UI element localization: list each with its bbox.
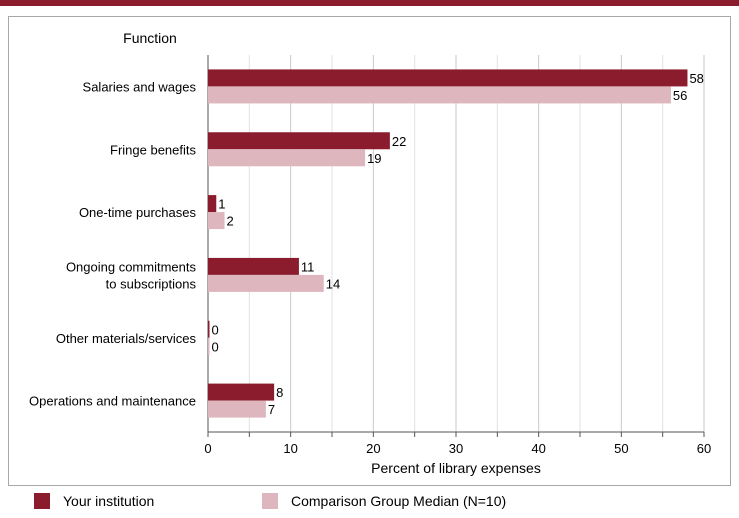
category-label: Salaries and wages — [83, 79, 197, 94]
data-label: 7 — [268, 402, 275, 417]
data-label: 0 — [212, 339, 219, 354]
data-label: 14 — [326, 276, 340, 291]
x-axis-title: Percent of library expenses — [371, 460, 541, 476]
legend-label-comparison-median: Comparison Group Median (N=10) — [291, 493, 507, 509]
legend: Your institution Comparison Group Median… — [0, 484, 739, 518]
bar-your-institution — [208, 132, 390, 150]
y-axis-title: Function — [123, 30, 177, 46]
legend-swatch-comparison-median — [262, 493, 278, 509]
bar-your-institution — [208, 69, 688, 87]
category-label: to subscriptions — [106, 276, 197, 291]
bar-your-institution — [208, 257, 299, 275]
bar-comparison-median — [208, 212, 225, 230]
category-label: Fringe benefits — [110, 142, 196, 157]
category-label: Other materials/services — [56, 331, 197, 346]
bar-your-institution — [208, 383, 275, 401]
x-tick-label: 10 — [283, 441, 297, 456]
data-label: 58 — [689, 71, 703, 86]
x-tick-label: 0 — [204, 441, 211, 456]
top-accent-rule — [0, 0, 739, 6]
legend-swatch-your-institution — [34, 493, 50, 509]
bar-your-institution — [208, 320, 210, 338]
data-label: 8 — [276, 385, 283, 400]
x-tick-label: 40 — [531, 441, 545, 456]
data-label: 56 — [673, 88, 687, 103]
data-label: 1 — [218, 197, 225, 212]
x-tick-label: 20 — [366, 441, 380, 456]
bar-your-institution — [208, 195, 217, 213]
data-label: 0 — [212, 322, 219, 337]
x-tick-label: 30 — [449, 441, 463, 456]
x-tick-label: 50 — [614, 441, 628, 456]
category-label: Operations and maintenance — [29, 394, 196, 409]
bar-comparison-median — [208, 149, 366, 167]
legend-label-your-institution: Your institution — [63, 493, 155, 509]
category-label: Ongoing commitments — [66, 259, 197, 274]
category-label: One-time purchases — [79, 205, 197, 220]
bar-comparison-median — [208, 86, 671, 104]
bar-comparison-median — [208, 400, 266, 418]
data-label: 2 — [227, 214, 234, 229]
data-label: 22 — [392, 134, 406, 149]
data-label: 11 — [301, 259, 315, 274]
data-label: 19 — [367, 151, 381, 166]
bar-comparison-median — [208, 337, 210, 355]
bar-comparison-median — [208, 274, 324, 292]
x-tick-label: 60 — [697, 441, 711, 456]
